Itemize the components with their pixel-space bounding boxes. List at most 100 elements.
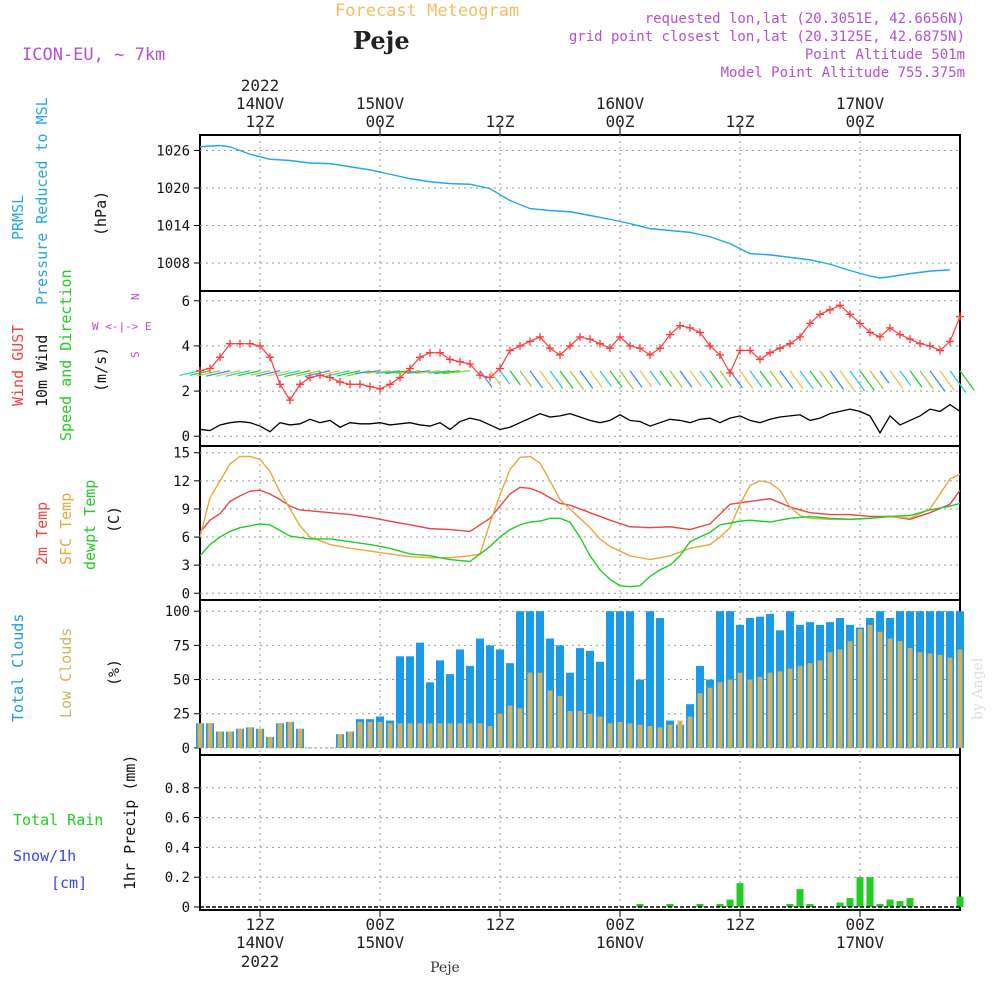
gust-point	[726, 369, 734, 378]
low-clouds-bar	[237, 728, 243, 748]
wind-direction-arrow	[519, 370, 532, 387]
panel-precipitation: 0 0.2 0.4 0.6 0.8	[165, 754, 961, 916]
wind-direction-arrow	[284, 370, 311, 378]
total-clouds-bar	[626, 611, 634, 748]
bottom-time-label: 00Z	[846, 915, 875, 934]
sfc-temp-line	[199, 455, 961, 561]
y-tick-label: 15	[173, 446, 190, 462]
wind-direction-arrow	[396, 370, 421, 374]
wind-direction-arrow	[899, 370, 912, 387]
low-clouds-bar	[367, 721, 373, 748]
low-clouds-bar	[537, 672, 543, 748]
gust-point	[496, 364, 504, 373]
low-clouds-bar	[817, 660, 823, 748]
gust-point	[616, 332, 624, 341]
total-clouds-bar	[476, 638, 484, 748]
rain-bar	[666, 904, 674, 907]
top-time-label: 2022	[241, 76, 280, 95]
gust-point	[626, 341, 634, 350]
top-time-label: 17NOV	[836, 94, 885, 113]
gust-point	[596, 339, 604, 348]
low-clouds-label: Low Clouds	[57, 628, 75, 718]
gust-point	[816, 310, 824, 319]
gust-point	[546, 344, 554, 353]
low-clouds-bar	[217, 731, 223, 748]
top-time-label: 00Z	[846, 112, 875, 131]
gust-point	[796, 332, 804, 341]
rain-bar	[696, 904, 704, 907]
wind-direction-arrow	[939, 370, 955, 391]
low-clouds-bar	[907, 648, 913, 748]
gust-point	[426, 348, 434, 357]
wind-direction-arrow	[959, 370, 975, 391]
y-tick-label: 100	[165, 604, 190, 620]
low-clouds-bar	[887, 638, 893, 748]
temp-unit: (C)	[105, 506, 123, 533]
total-clouds-bar	[456, 649, 464, 748]
low-clouds-bar	[387, 723, 393, 748]
clouds-unit: (%)	[105, 659, 123, 686]
wind-direction-arrow	[579, 370, 594, 389]
total-clouds-bar	[616, 611, 624, 748]
wind-direction-arrow	[909, 370, 923, 388]
wind-direction-arrow	[179, 370, 201, 377]
wind-direction-arrow	[749, 370, 763, 388]
gust-point	[206, 364, 214, 373]
low-clouds-bar	[697, 693, 703, 748]
rain-bar	[836, 902, 844, 907]
y-tick-label: 0	[182, 741, 190, 757]
low-clouds-bar	[667, 724, 673, 748]
gust-point	[856, 319, 864, 328]
y-tick-label: 9	[182, 502, 190, 518]
gust-point	[676, 321, 684, 330]
y-tick-label: 0.6	[165, 811, 190, 827]
total-clouds-bar	[516, 611, 524, 748]
wind-direction-arrow	[366, 370, 391, 374]
gust-point	[916, 339, 924, 348]
low-clouds-bar	[767, 672, 773, 748]
wind-direction-arrow	[609, 370, 623, 388]
footer-location: Peje	[430, 960, 460, 976]
total-clouds-label: Total Clouds	[9, 614, 27, 722]
gust-point	[396, 373, 404, 382]
low-clouds-bar	[597, 716, 603, 748]
low-clouds-bar	[727, 679, 733, 748]
bottom-time-label: 12Z	[726, 915, 755, 934]
dewpt-line	[199, 502, 961, 588]
header: ICON-EU, ~ 7km Forecast Meteogram Peje r…	[22, 1, 986, 976]
panel-temperature: 0 3 6 9 12 15	[173, 445, 961, 602]
low-clouds-bar	[847, 641, 853, 748]
wind-direction-arrow	[649, 370, 662, 386]
gust-point	[666, 330, 674, 339]
y-tick-label: 12	[173, 474, 190, 490]
wind-direction-arrow	[499, 370, 511, 385]
wind-direction-arrow	[415, 370, 441, 375]
wind-direction-arrow	[769, 370, 783, 388]
product-title: Forecast Meteogram	[335, 1, 519, 21]
wind-direction-arrow	[689, 370, 702, 387]
wind-direction-arrow	[659, 370, 672, 387]
gust-point	[746, 346, 754, 355]
gust-point	[576, 332, 584, 341]
low-clouds-bar	[277, 723, 283, 748]
total-clouds-bar	[636, 679, 644, 748]
y-tick-label: 1014	[156, 219, 190, 235]
y-tick-label: 75	[173, 638, 190, 654]
gust-point	[566, 341, 574, 350]
gust-point	[256, 341, 264, 350]
bottom-time-label: 00Z	[366, 915, 395, 934]
low-clouds-bar	[897, 641, 903, 748]
gust-point	[316, 371, 324, 380]
gust-point	[556, 350, 564, 359]
low-clouds-bar	[527, 672, 533, 748]
total-clouds-bar	[466, 665, 474, 748]
plot-area: 1008101410201026024603691215025507510000…	[156, 134, 975, 916]
y-tick-label: 4	[182, 339, 190, 355]
compass-s: S	[129, 351, 142, 358]
gust-point	[516, 341, 524, 350]
low-clouds-bar	[377, 721, 383, 748]
gust-point	[456, 357, 464, 366]
wind-direction-arrow	[639, 370, 653, 388]
rain-bar	[796, 889, 804, 907]
gust-point	[346, 380, 354, 389]
